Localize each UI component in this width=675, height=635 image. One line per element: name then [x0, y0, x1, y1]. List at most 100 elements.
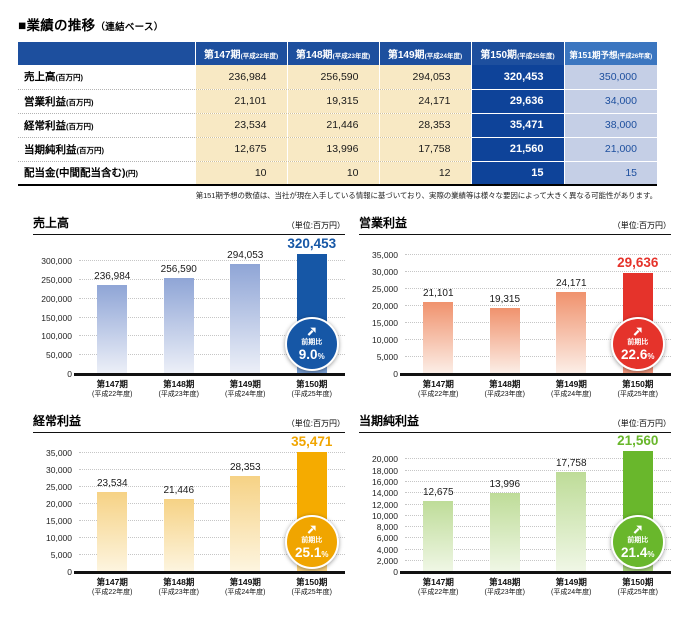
x-category-label: 第147期 (平成22年度) [405, 379, 472, 399]
table-row: 営業利益(百万円) 21,101 19,315 24,171 29,636 34,000 [18, 89, 657, 114]
x-label-slots: 第147期 (平成22年度) 第148期 (平成23年度) 第149期 (平成24年度) 第… [79, 577, 345, 597]
bar-value-label: 294,053 [227, 249, 264, 261]
x-category-label: 第148期 (平成23年度) [146, 577, 213, 597]
performance-table: 第147期(平成22年度) 第148期(平成23年度) 第149期(平成24年度) 第… [18, 42, 657, 186]
bar-slot: 17,758 [538, 448, 605, 573]
category-period: 第150期 [296, 379, 328, 389]
gridline [405, 356, 671, 358]
badge-label: 前期比 [627, 537, 649, 545]
category-period: 第150期 [622, 577, 654, 588]
y-tick-label: 16,000 [372, 476, 398, 487]
gridline [79, 354, 345, 356]
row-unit: (円) [125, 169, 139, 179]
y-tick-label: 15,000 [372, 318, 398, 329]
table-cell: 35,471 [470, 113, 564, 138]
bars: 236,984 256,590 294,053 320,453 前期比 9.0% [79, 236, 346, 374]
badge-unit: % [317, 352, 325, 362]
bar [97, 284, 128, 374]
row-label-text: 当期純利益 [24, 143, 77, 156]
gridline [405, 322, 671, 324]
gridline [79, 486, 345, 488]
column-name: 第149期 [387, 49, 425, 61]
x-label-slots: 第147期 (平成22年度) 第148期 (平成23年度) 第149期 (平成24年度) 第… [405, 379, 671, 399]
bar [489, 493, 520, 573]
x-axis-line [74, 372, 345, 376]
chart-net-sales: 売上高 （単位:百万円） 0 50,000 100,000 150,000 200,000 2… [33, 214, 345, 399]
category-period: 第147期 [96, 577, 128, 588]
x-axis-line [400, 372, 671, 376]
row-label: 売上高(百万円) [18, 65, 195, 90]
y-axis: 0 5,000 10,000 15,000 20,000 25,000 30,000 35,0… [33, 448, 79, 577]
gridline [405, 480, 671, 482]
bar-slot: 13,996 [472, 448, 539, 573]
row-unit: (百万円) [55, 73, 84, 83]
x-labels-row: 第147期 (平成22年度) 第148期 (平成23年度) 第149期 (平成24年度) 第… [359, 577, 671, 597]
y-tick-label: 20,000 [372, 301, 398, 312]
x-category-label: 第147期 (平成22年度) [405, 577, 472, 597]
table-cell: 10 [286, 161, 379, 185]
bar-value-label: 12,675 [422, 486, 454, 498]
x-labels-row: 第147期 (平成22年度) 第148期 (平成23年度) 第149期 (平成24年度) 第… [33, 577, 345, 597]
bar-value-label: 35,471 [291, 433, 333, 449]
y-tick-label: 300,000 [41, 256, 72, 267]
badge-unit: % [647, 352, 655, 362]
x-category-label: 第150期 (平成25年度) [605, 577, 672, 597]
category-year: (平成24年度) [551, 391, 592, 399]
gridline [79, 554, 345, 556]
table-cell: 29,636 [470, 89, 564, 114]
bar [423, 500, 454, 573]
x-category-label: 第148期 (平成23年度) [146, 379, 213, 399]
chart-title: 営業利益 [359, 216, 408, 230]
bar-slot: 29,636 前期比 22.6% [605, 250, 672, 374]
bars: 12,675 13,996 17,758 21,560 前期比 21.4% [405, 433, 671, 573]
column-name: 第151期予想 [569, 49, 618, 60]
row-label-text: 営業利益 [24, 95, 66, 108]
bar [230, 263, 261, 374]
category-period: 第148期 [163, 577, 195, 588]
y-tick-label: 0 [393, 567, 398, 578]
bar-value-label: 21,446 [163, 485, 195, 497]
table-cell: 294,053 [378, 65, 471, 90]
table-body: 売上高(百万円) 236,984 256,590 294,053 320,453 350,… [18, 65, 657, 185]
table-cell: 21,000 [563, 137, 657, 162]
row-label: 経常利益(百万円) [18, 113, 195, 138]
row-unit: (百万円) [66, 121, 94, 131]
table-cell: 17,758 [378, 137, 471, 162]
column-header: 第151期予想(平成26年度) [563, 42, 657, 65]
x-category-label: 第150期 (平成25年度) [605, 379, 672, 399]
category-period: 第148期 [163, 379, 195, 389]
plot-area: 23,534 21,446 28,353 35,471 前期比 25.1% [74, 434, 345, 574]
column-sub: (平成23年度) [332, 52, 371, 60]
table-cell: 350,000 [563, 65, 657, 90]
y-tick-label: 6,000 [376, 533, 398, 544]
badge-value: 22.6% [621, 347, 655, 363]
chart-title: 経常利益 [33, 414, 82, 429]
bar-slot: 19,315 [472, 250, 539, 374]
category-period: 第147期 [96, 379, 128, 389]
chart-header: 売上高 （単位:百万円） [33, 214, 345, 235]
column-header: 第149期(平成24年度) [378, 42, 471, 65]
gridline [405, 537, 671, 539]
gridline [405, 492, 671, 494]
category-period: 第149期 [229, 577, 261, 588]
charts-grid: 売上高 （単位:百万円） 0 50,000 100,000 150,000 200,000 2… [33, 214, 671, 597]
y-tick-label: 200,000 [41, 293, 72, 304]
bar-value-label: 236,984 [94, 270, 131, 282]
x-axis-line [74, 570, 345, 574]
bar-slot: 320,453 前期比 9.0% [279, 236, 346, 374]
bar [489, 308, 520, 374]
column-sub: (平成24年度) [424, 52, 463, 60]
gridline [405, 526, 671, 528]
gridline [79, 503, 345, 505]
gridline [405, 548, 671, 550]
y-tick-label: 8,000 [376, 522, 398, 533]
table-cell: 320,453 [470, 65, 564, 90]
category-year: (平成23年度) [484, 589, 525, 597]
table-corner-cell [18, 42, 195, 65]
table-cell: 21,446 [286, 113, 379, 138]
gridline [79, 520, 345, 522]
gridline [79, 316, 345, 318]
chart-operating-income: 営業利益 （単位:百万円） 0 5,000 10,000 15,000 20,000 25,0… [359, 214, 671, 399]
bar-value-label: 21,101 [422, 288, 454, 300]
table-cell: 38,000 [563, 113, 657, 138]
